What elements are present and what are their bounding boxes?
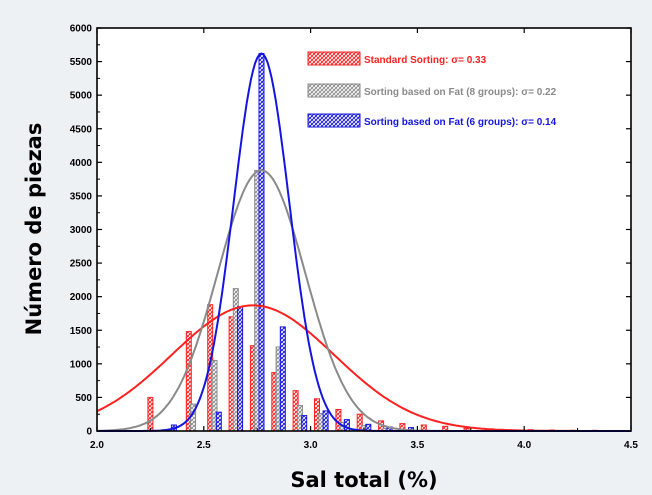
x-tick-label-2: 3.0 [304,440,318,451]
y-tick-label-7: 3500 [70,191,93,202]
legend-swatch-0 [307,51,361,66]
y-tick-label-12: 6000 [70,24,93,35]
bar-s2-2 [237,306,244,432]
x-tick-label-1: 2.5 [197,440,211,451]
legend-label-0: Standard Sorting: σ= 0.33 [364,55,487,66]
bar-s0-0 [147,396,154,432]
x-tick-label-4: 4.0 [517,440,531,451]
legend-label-2: Sorting based on Fat (6 groups): σ= 0.14 [364,117,557,128]
y-tick-label-9: 4500 [70,124,93,135]
legend-item-2: Sorting based on Fat (6 groups): σ= 0.14 [307,113,557,128]
bar-s2-1 [215,411,222,432]
legend-name-2: Sorting based on Fat (6 groups): [364,117,521,128]
legend-swatch-2 [307,113,361,128]
x-axis-title: Sal total (%) [290,468,437,492]
bar-s2-6 [322,410,329,432]
y-tick-label-6: 3000 [70,225,93,236]
legend-item-0: Standard Sorting: σ= 0.33 [307,51,487,66]
x-tick-label-3: 3.5 [410,440,424,451]
legend-sigma-1: σ= 0.22 [521,87,556,98]
bar-s2-5 [301,415,308,432]
y-tick-label-2: 1000 [70,359,93,370]
legend-sigma-2: σ= 0.14 [521,117,556,128]
legend: Standard Sorting: σ= 0.33 Sorting based o… [307,51,557,128]
legend-name-0: Standard Sorting: [364,55,451,66]
y-tick-label-4: 2000 [70,292,93,303]
y-tick-label-10: 5000 [70,91,93,102]
axes-layer: 0 500 1000 1500 2000 2500 3000 3500 4000 4500 5000… [70,24,639,452]
bar-s2-3 [258,53,265,432]
legend-name-1: Sorting based on Fat (8 groups): [364,87,521,98]
x-tick-label-5: 4.5 [624,440,638,451]
y-tick-label-0: 0 [86,427,92,438]
legend-swatch-1 [307,83,361,98]
y-tick-label-11: 5500 [70,57,93,68]
legend-item-1: Sorting based on Fat (8 groups): σ= 0.22 [307,83,557,98]
legend-sigma-0: σ= 0.33 [451,55,486,66]
x-tick-label-0: 2.0 [90,440,104,451]
legend-label-1: Sorting based on Fat (8 groups): σ= 0.22 [364,87,557,98]
y-axis-title: Número de piezas [22,123,46,336]
y-tick-label-5: 2500 [70,259,93,270]
bar-s2-4 [279,326,286,432]
y-tick-label-1: 500 [75,393,92,404]
y-tick-label-3: 1500 [70,326,93,337]
y-tick-label-8: 4000 [70,158,93,169]
